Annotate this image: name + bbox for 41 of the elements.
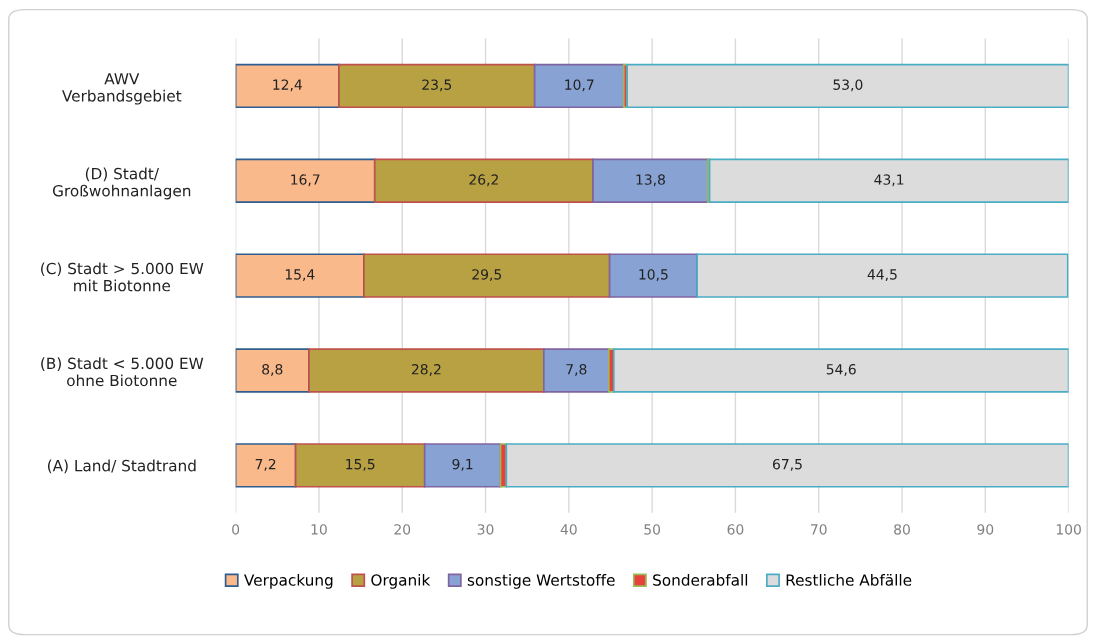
x-tick-label: 90	[977, 524, 994, 535]
data-label: 13,8	[636, 174, 665, 187]
data-label: 23,5	[422, 79, 452, 92]
y-tick-label: (D) Stadt/ Großwohnanlagen	[52, 167, 191, 200]
legend-label: sonstige Wertstoffe	[467, 573, 615, 589]
y-tick-label: (B) Stadt < 5.000 EW ohne Biotonne	[41, 357, 204, 387]
legend-label: Verpackung	[244, 573, 333, 589]
legend-label: Restliche Abfälle	[786, 573, 912, 586]
data-label: 7,2	[255, 458, 276, 471]
y-tick-label: AWV Verbandsgebiet	[62, 73, 182, 105]
data-label: 43,1	[874, 174, 904, 187]
data-label: 10,5	[639, 269, 668, 282]
legend-label: Sonderabfall	[653, 573, 748, 586]
x-tick-label: 50	[644, 524, 661, 535]
data-label: 54,6	[826, 364, 856, 376]
data-label: 26,2	[469, 174, 498, 187]
y-tick-label: (C) Stadt > 5.000 EW mit Biotonne	[41, 262, 204, 292]
data-label: 9,1	[452, 458, 473, 471]
data-label: 7,8	[566, 364, 587, 376]
data-label: 29,5	[472, 269, 502, 282]
y-tick-label: (A) Land/ Stadtrand	[47, 459, 196, 474]
data-label: 28,2	[411, 364, 441, 376]
x-tick-label: 0	[232, 524, 240, 535]
data-label: 44,5	[867, 269, 897, 282]
legend-label: Organik	[371, 573, 431, 589]
x-tick-label: 30	[477, 524, 494, 535]
data-label: 10,7	[565, 79, 594, 92]
data-label: 16,7	[291, 174, 320, 187]
x-tick-label: 20	[394, 524, 411, 535]
x-tick-label: 100	[1056, 524, 1081, 535]
data-label: 67,5	[772, 458, 802, 471]
data-label: 8,8	[262, 364, 283, 376]
data-label: 15,5	[346, 459, 375, 471]
x-tick-label: 10	[311, 524, 327, 535]
x-tick-label: 70	[811, 524, 827, 535]
data-label: 53,0	[833, 79, 863, 92]
x-tick-label: 60	[727, 524, 744, 535]
data-label: 12,4	[273, 79, 302, 92]
data-label: 15,4	[285, 269, 315, 282]
x-tick-label: 40	[560, 524, 577, 535]
x-tick-label: 80	[894, 524, 910, 535]
